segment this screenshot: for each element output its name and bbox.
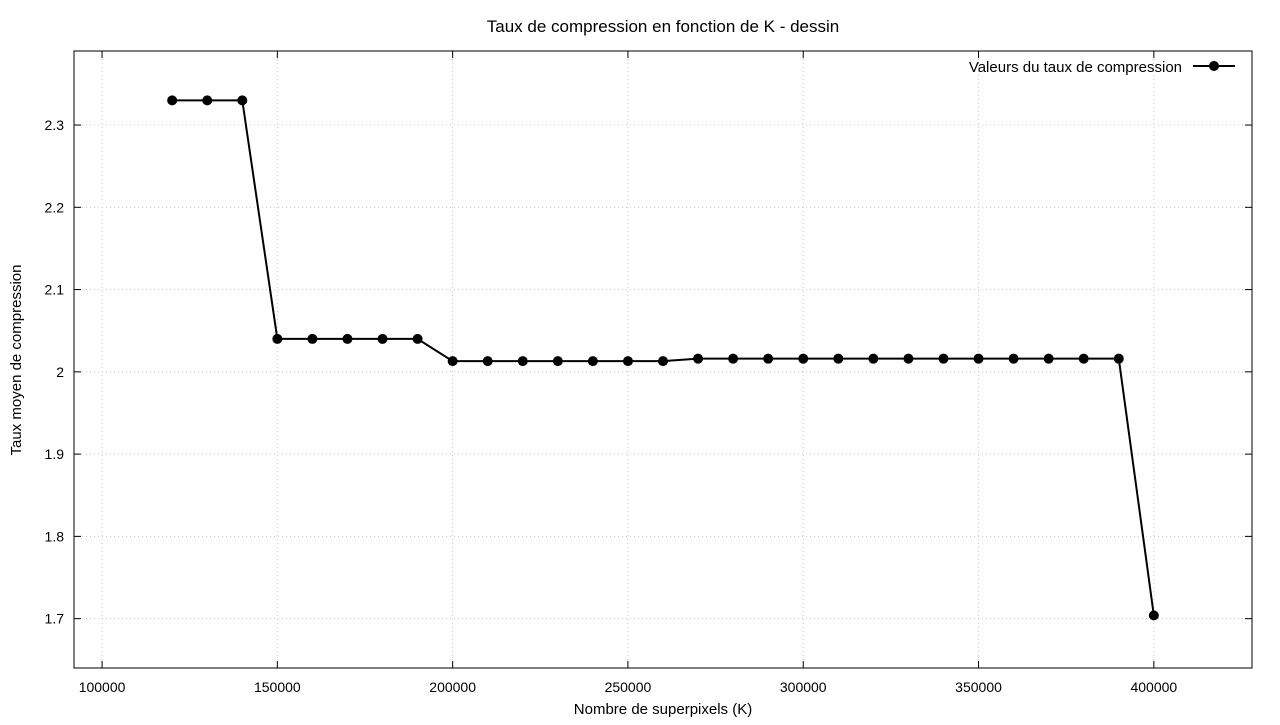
data-point	[202, 95, 213, 106]
legend-marker	[1209, 61, 1219, 71]
data-point	[1113, 353, 1124, 364]
x-tick-label: 400000	[1130, 679, 1177, 695]
data-point	[237, 95, 248, 106]
data-point	[342, 333, 353, 344]
data-point	[833, 353, 844, 364]
data-point	[763, 353, 774, 364]
data-point	[728, 353, 739, 364]
series-layer	[167, 95, 1159, 621]
data-point	[868, 353, 879, 364]
x-tick-label: 250000	[605, 679, 652, 695]
data-point	[587, 356, 598, 367]
data-point	[272, 333, 283, 344]
data-point	[658, 356, 668, 367]
data-point	[1078, 353, 1089, 364]
y-tick-label: 1.7	[45, 611, 65, 627]
data-point	[973, 353, 984, 364]
data-point	[552, 356, 563, 367]
data-point	[693, 353, 704, 364]
data-point	[1008, 353, 1019, 364]
data-point	[903, 353, 914, 364]
data-point	[447, 356, 458, 367]
x-axis-title: Nombre de superpixels (K)	[574, 701, 752, 718]
y-tick-label: 2.1	[45, 282, 65, 298]
plot-area-frame	[73, 50, 1253, 669]
data-point	[1043, 353, 1054, 364]
data-point	[307, 333, 318, 344]
data-point	[377, 333, 388, 344]
x-tick-label: 300000	[780, 679, 827, 695]
x-tick-label: 350000	[955, 679, 1002, 695]
data-point	[167, 95, 178, 106]
legend: Valeurs du taux de compression	[969, 59, 1235, 76]
data-point	[798, 353, 809, 364]
y-tick-label: 2.2	[45, 199, 65, 215]
legend-label: Valeurs du taux de compression	[969, 59, 1182, 76]
data-point	[482, 356, 493, 367]
x-tick-label: 150000	[254, 679, 301, 695]
data-point	[1148, 610, 1159, 621]
data-point	[938, 353, 949, 364]
data-point	[622, 356, 633, 367]
chart-title: Taux de compression en fonction de K - d…	[487, 17, 839, 36]
y-axis-title: Taux moyen de compression	[8, 265, 25, 456]
x-tick-label: 200000	[429, 679, 476, 695]
y-tick-label: 1.9	[45, 446, 65, 462]
y-tick-label: 1.8	[45, 528, 65, 544]
y-tick-label: 2	[56, 364, 64, 380]
axis-ticks: 100000 150000 200000 250000 300000 350000 4000…	[45, 51, 1252, 695]
data-point	[412, 333, 423, 344]
x-tick-label: 100000	[79, 679, 126, 695]
y-tick-label: 2.3	[45, 117, 65, 133]
data-point	[517, 356, 528, 367]
